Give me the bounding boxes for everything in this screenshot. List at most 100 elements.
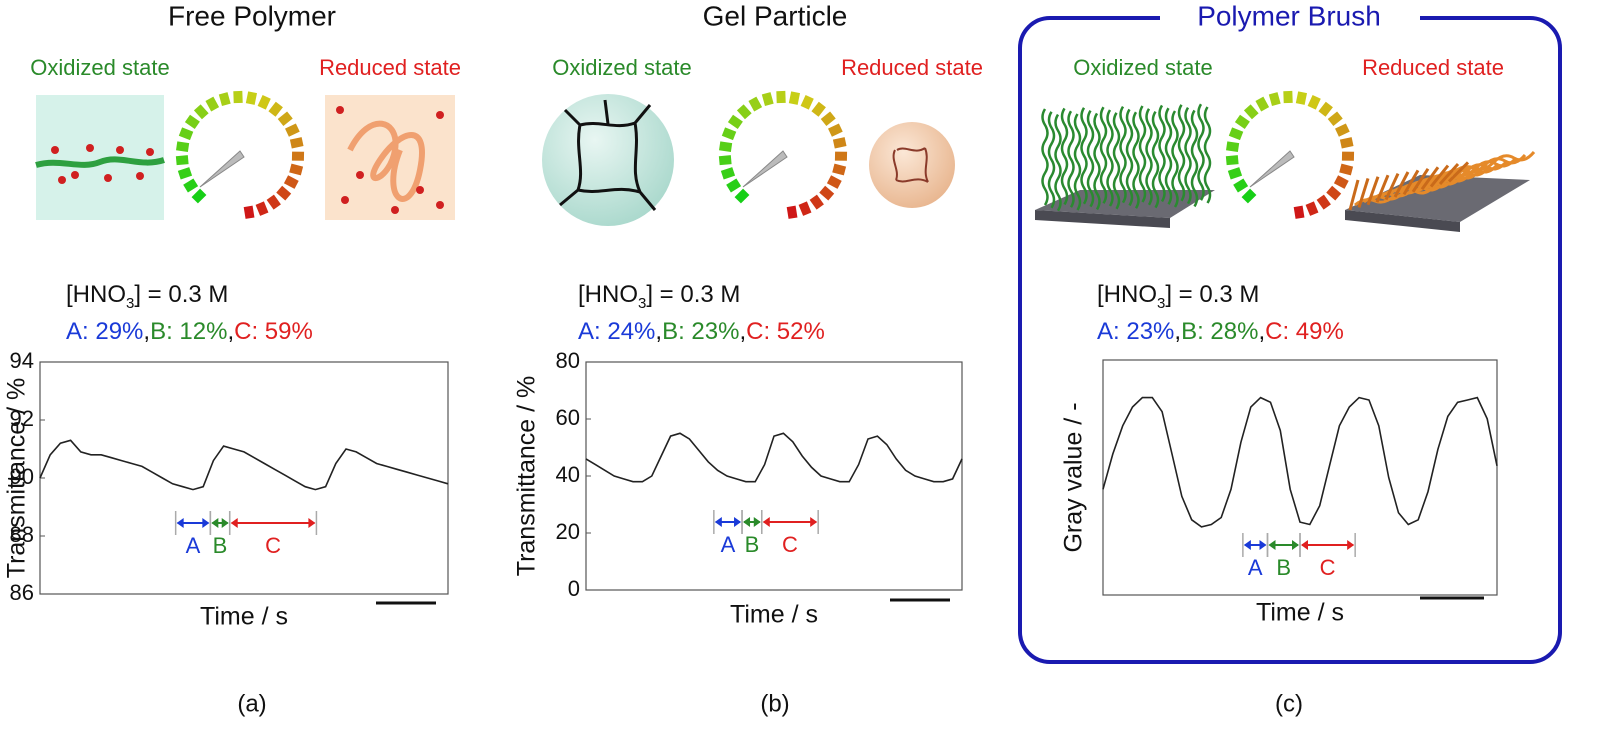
strand bbox=[1067, 110, 1075, 208]
span-label: A bbox=[721, 532, 736, 557]
y-tick-label: 0 bbox=[568, 576, 580, 601]
y-axis-label: Transmittance / % bbox=[3, 378, 31, 579]
reduced-label: Reduced state bbox=[841, 55, 983, 80]
gauge-dash bbox=[718, 155, 732, 166]
condition: [HNO3] = 0.3 M bbox=[1097, 281, 1259, 312]
ratio: A: 29% bbox=[66, 318, 143, 345]
panel-title: Gel Particle bbox=[703, 0, 848, 31]
strand bbox=[1151, 110, 1160, 209]
mesh-line bbox=[1402, 169, 1420, 196]
gauge-dash bbox=[1305, 201, 1319, 216]
ratio: A: 23% bbox=[1097, 318, 1174, 345]
strand bbox=[1125, 108, 1134, 207]
gauge-dash bbox=[289, 163, 304, 176]
strand bbox=[1047, 111, 1056, 209]
span-label: A bbox=[186, 533, 201, 558]
gauge-dash bbox=[786, 205, 798, 219]
gauge-dash bbox=[178, 127, 194, 141]
reduced-label: Reduced state bbox=[1362, 55, 1504, 80]
strand bbox=[1190, 109, 1199, 208]
condition: [HNO3] = 0.3 M bbox=[578, 281, 740, 312]
y-axis-label: Transmittance / % bbox=[513, 376, 541, 577]
panel-title: Polymer Brush bbox=[1197, 0, 1381, 31]
gauge-dash bbox=[798, 201, 812, 216]
arrow-head bbox=[1259, 540, 1267, 550]
condition: [HNO3] = 0.3 M bbox=[66, 281, 228, 312]
gauge-dash bbox=[828, 123, 843, 137]
brush-oxidized bbox=[1035, 103, 1215, 228]
gauge-dash bbox=[1295, 91, 1308, 105]
strand bbox=[1145, 108, 1153, 206]
gauge-dash bbox=[809, 194, 824, 210]
gauge-dash bbox=[734, 188, 750, 204]
ratio: C: 59% bbox=[234, 318, 313, 345]
gauge-dash bbox=[1243, 104, 1259, 120]
gauge-dash bbox=[1241, 188, 1257, 204]
y-tick-label: 94 bbox=[10, 348, 34, 373]
arrow-head bbox=[762, 517, 770, 527]
gauge-dash bbox=[748, 96, 763, 112]
oxidized-label: Oxidized state bbox=[552, 55, 691, 80]
gauge-dash bbox=[1326, 185, 1342, 201]
gauge-dash bbox=[1327, 111, 1343, 126]
arrow-head bbox=[810, 517, 818, 527]
separator: , bbox=[227, 318, 234, 345]
oxidized-label: Oxidized state bbox=[30, 55, 169, 80]
gauge-needle bbox=[199, 150, 245, 188]
frame-gap bbox=[1160, 2, 1420, 34]
gauge-dash bbox=[832, 137, 847, 149]
arrow-head bbox=[1301, 540, 1308, 550]
mesh-line bbox=[1411, 167, 1430, 193]
condition-prefix: [HNO bbox=[66, 281, 126, 308]
gauge-dash bbox=[826, 175, 842, 189]
panel-label: (c) bbox=[1275, 690, 1303, 717]
arrow-head bbox=[743, 517, 751, 527]
strand bbox=[1054, 113, 1062, 212]
mesh-line bbox=[1375, 174, 1390, 203]
arrow-head bbox=[308, 518, 316, 528]
separator: , bbox=[143, 318, 150, 345]
brush-reduced bbox=[1345, 151, 1536, 232]
strand bbox=[1184, 106, 1192, 205]
gauge-dash bbox=[761, 92, 774, 107]
separator: , bbox=[739, 318, 746, 345]
arrow-head bbox=[202, 518, 210, 528]
condition-subscript: 3 bbox=[638, 295, 646, 312]
data-line bbox=[1102, 396, 1498, 528]
strand bbox=[1164, 107, 1173, 205]
condition-subscript: 3 bbox=[1157, 295, 1165, 312]
ratios: A: 24%,B: 23%,C: 52% bbox=[578, 318, 825, 345]
y-tick-label: 20 bbox=[556, 519, 580, 544]
gauge-dash bbox=[811, 101, 826, 117]
y-tick-label: 86 bbox=[10, 580, 34, 605]
arrow-head bbox=[221, 518, 229, 528]
separator: , bbox=[1174, 318, 1181, 345]
y-axis-label: Gray value / - bbox=[1060, 402, 1088, 552]
x-axis-label: Time / s bbox=[1256, 599, 1344, 627]
gauge-needle bbox=[742, 150, 788, 188]
gauge-dash bbox=[245, 91, 258, 105]
span-label: C bbox=[782, 532, 798, 557]
free-polymer-reduced bbox=[325, 95, 455, 220]
gauge-dash bbox=[1233, 178, 1249, 193]
arrow-head bbox=[753, 517, 761, 527]
arrow-head bbox=[1347, 540, 1355, 550]
strand bbox=[1060, 107, 1069, 206]
panel-label: (b) bbox=[760, 690, 789, 717]
gauge-dash bbox=[820, 111, 836, 126]
plot-frame bbox=[585, 361, 963, 591]
gauge-dash bbox=[788, 91, 801, 105]
gauge-dash bbox=[1226, 141, 1240, 153]
y-tick-label: 60 bbox=[556, 405, 580, 430]
y-tick-label: 92 bbox=[10, 406, 34, 431]
strand bbox=[1112, 112, 1121, 210]
strand bbox=[1203, 106, 1212, 204]
gauge-dash bbox=[1268, 92, 1281, 107]
mesh-line bbox=[1393, 171, 1410, 198]
gauge-dash bbox=[1293, 205, 1305, 219]
mesh-line bbox=[1447, 161, 1470, 183]
free-polymer-oxidized bbox=[35, 95, 165, 220]
condition-prefix: [HNO bbox=[578, 281, 638, 308]
condition-prefix: [HNO bbox=[1097, 281, 1157, 308]
gauge-dash bbox=[268, 101, 283, 117]
